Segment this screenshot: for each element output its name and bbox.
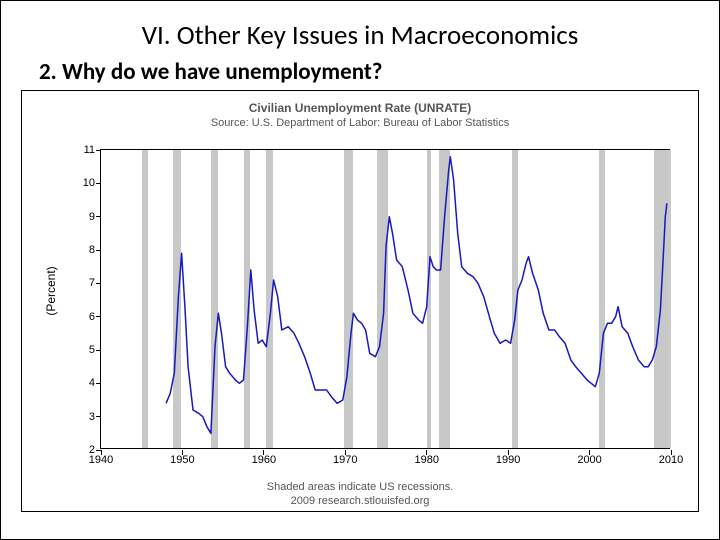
plot-area: 2345678910111940195019601970198019902000… — [100, 149, 670, 449]
x-tick-mark — [182, 450, 183, 455]
y-tick-label: 10 — [73, 177, 95, 189]
y-tick-label: 8 — [73, 244, 95, 256]
x-tick-mark — [101, 450, 102, 455]
x-tick-label: 2010 — [659, 454, 683, 466]
x-tick-label: 1970 — [333, 454, 357, 466]
y-tick-label: 5 — [73, 344, 95, 356]
x-tick-label: 1940 — [89, 454, 113, 466]
chart-footnote-recessions: Shaded areas indicate US recessions. — [22, 481, 698, 493]
slide: VI. Other Key Issues in Macroeconomics 2… — [0, 0, 720, 540]
y-tick-label: 3 — [73, 411, 95, 423]
y-axis-label: (Percent) — [44, 266, 58, 315]
x-tick-label: 1990 — [496, 454, 520, 466]
x-tick-label: 2000 — [577, 454, 601, 466]
chart-title: Civilian Unemployment Rate (UNRATE) — [22, 101, 698, 115]
x-tick-mark — [345, 450, 346, 455]
x-tick-mark — [589, 450, 590, 455]
y-tick-label: 7 — [73, 277, 95, 289]
x-tick-label: 1980 — [414, 454, 438, 466]
chart-footnote-attribution: 2009 research.stlouisfed.org — [22, 495, 698, 507]
y-tick-label: 9 — [73, 211, 95, 223]
chart-source: Source: U.S. Department of Labor: Bureau… — [22, 117, 698, 129]
slide-title: VI. Other Key Issues in Macroeconomics — [1, 19, 719, 52]
y-tick-label: 4 — [73, 377, 95, 389]
slide-subtitle: 2. Why do we have unemployment? — [39, 58, 719, 86]
x-tick-mark — [508, 450, 509, 455]
x-tick-label: 1960 — [252, 454, 276, 466]
x-tick-label: 1950 — [170, 454, 194, 466]
chart-container: Civilian Unemployment Rate (UNRATE) Sour… — [21, 90, 699, 512]
x-tick-mark — [426, 450, 427, 455]
y-tick-label: 11 — [73, 144, 95, 156]
x-tick-mark — [263, 450, 264, 455]
x-tick-mark — [671, 450, 672, 455]
unemployment-line — [101, 150, 671, 450]
y-tick-label: 6 — [73, 311, 95, 323]
